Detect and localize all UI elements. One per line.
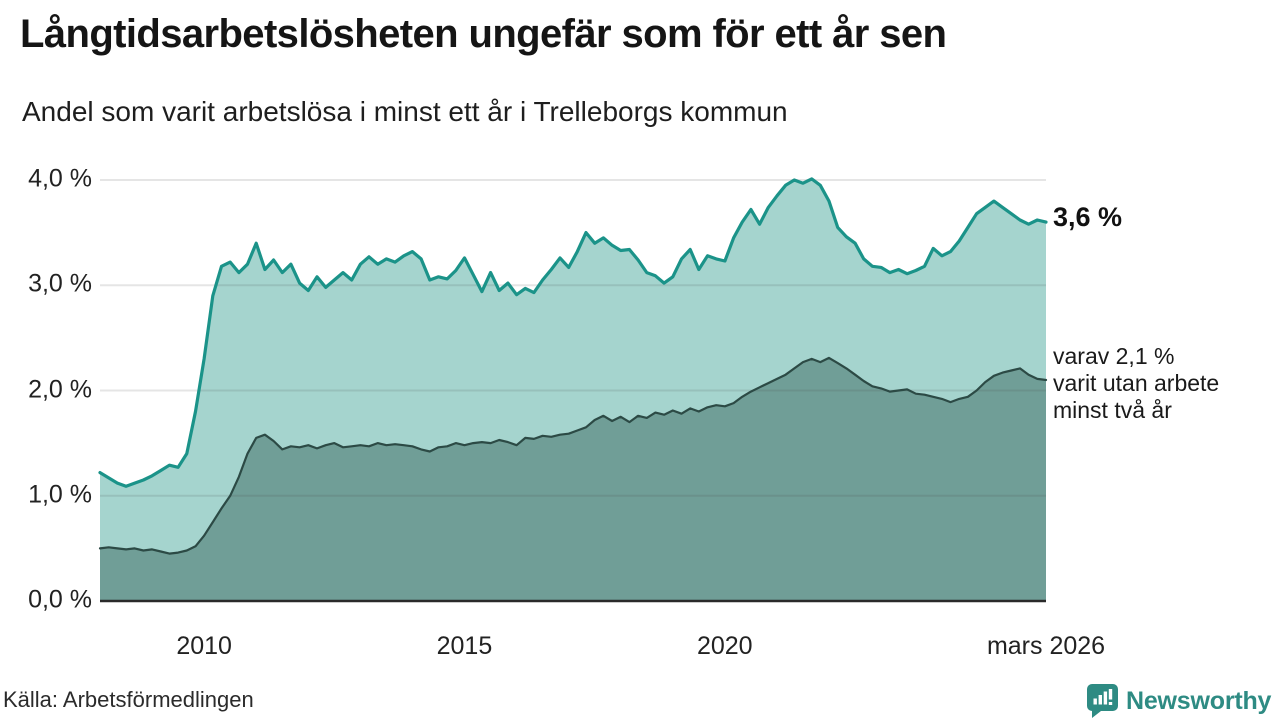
series-line-1 bbox=[98, 356, 1048, 555]
annotation-two-year-line: varav 2,1 % bbox=[1053, 343, 1175, 369]
annotation-two-year-line: minst två år bbox=[1053, 397, 1172, 423]
y-axis-label: 3,0 % bbox=[28, 269, 92, 298]
annotation-two-year-line: varit utan arbete bbox=[1053, 370, 1220, 396]
y-axis-label: 1,0 % bbox=[28, 480, 92, 509]
series-line-0 bbox=[98, 177, 1048, 488]
x-axis-label: mars 2026 bbox=[986, 632, 1106, 660]
annotation-latest-total: 3,6 % bbox=[1053, 202, 1123, 232]
source-text: Källa: Arbetsförmedlingen bbox=[3, 687, 254, 712]
x-axis-label: 2020 bbox=[696, 632, 753, 660]
y-axis-label: 4,0 % bbox=[28, 164, 92, 193]
page-subtitle: Andel som varit arbetslösa i minst ett å… bbox=[22, 96, 788, 127]
y-axis-label: 0,0 % bbox=[28, 585, 92, 614]
newsworthy-logo: Newsworthy bbox=[1086, 683, 1271, 719]
y-axis-label: 2,0 % bbox=[28, 374, 92, 403]
x-axis-label: 2015 bbox=[436, 632, 493, 660]
x-axis-label: 2010 bbox=[176, 632, 232, 660]
newsworthy-brand-text: Newsworthy bbox=[1126, 686, 1272, 715]
series-area-1 bbox=[100, 357, 1046, 601]
annotation-two-year: varav 2,1 % varit utan arbete minst två år bbox=[1053, 343, 1219, 424]
newsworthy-logo-icon bbox=[1087, 684, 1118, 718]
page-title: Långtidsarbetslösheten ungefär som för e… bbox=[20, 12, 947, 56]
